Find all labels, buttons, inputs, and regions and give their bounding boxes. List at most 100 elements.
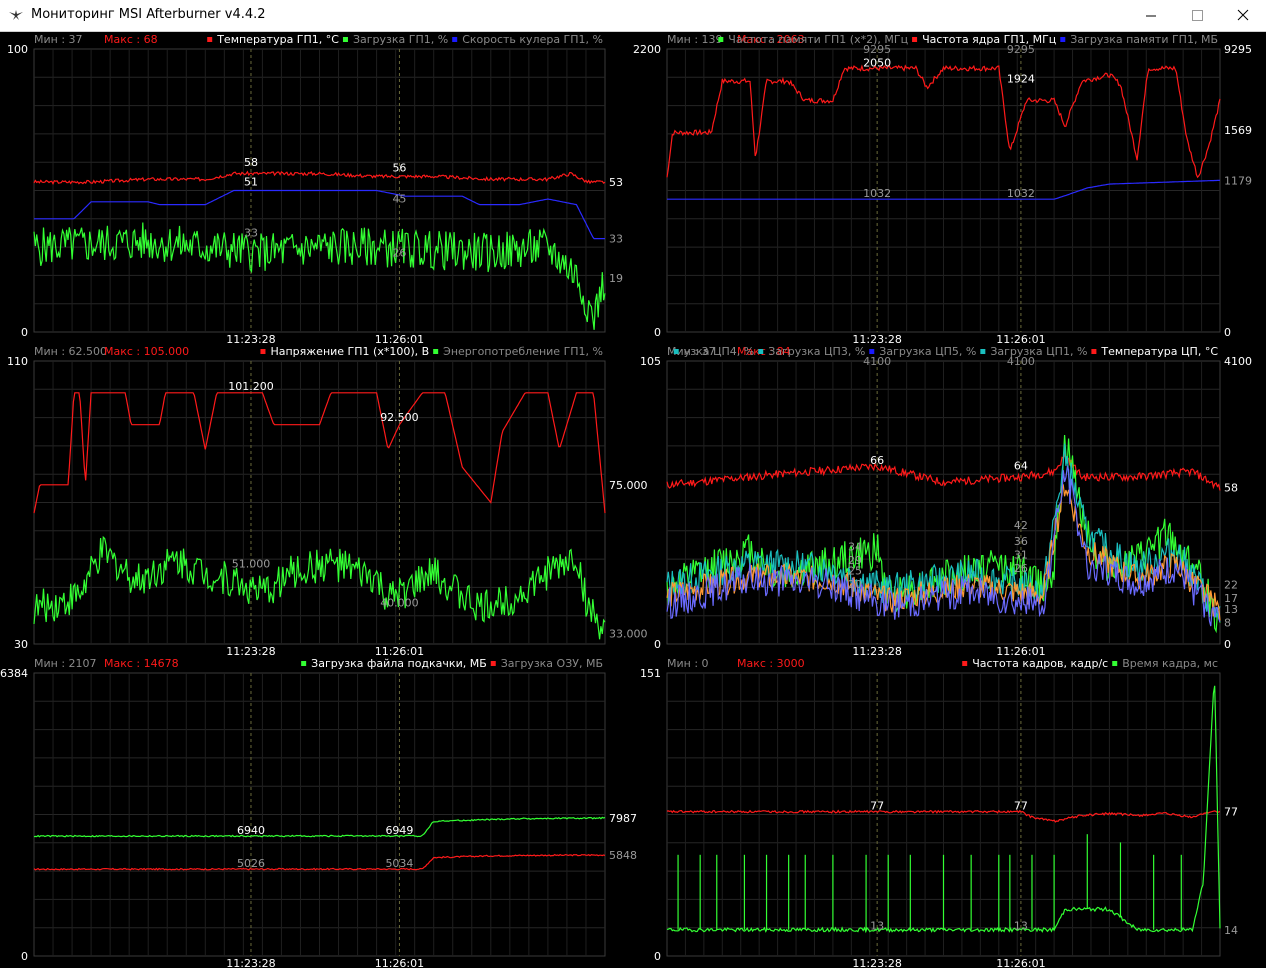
y-axis-top-label: 110 xyxy=(7,355,28,368)
legend-swatch-icon xyxy=(1091,349,1097,354)
x-tick-label: 11:23:28 xyxy=(852,957,901,968)
value-annotation: 1032 xyxy=(863,187,891,200)
current-value-label: 7987 xyxy=(609,812,637,825)
value-annotation: 34 xyxy=(848,540,862,553)
legend-item-label: Загрузка ОЗУ, МБ xyxy=(501,657,603,670)
value-annotation: 66 xyxy=(870,454,884,467)
legend: Температура ЦП, °C Загрузка ЦП1, % Загрузк… xyxy=(673,345,1218,358)
legend-swatch-icon xyxy=(980,349,986,354)
legend-swatch-icon xyxy=(452,37,458,42)
y-axis-top-label: 16384 xyxy=(0,667,28,680)
maximize-icon xyxy=(1192,10,1203,21)
series-line xyxy=(666,443,1221,618)
graph-panel-gpu-temp[interactable]: 11:23:28 11:26:01 Мин : 37 Макс : 68 Скорост… xyxy=(0,32,633,346)
legend-swatch-icon xyxy=(342,37,348,42)
current-value-label: 1569 xyxy=(1224,124,1252,137)
value-annotation: 51.000 xyxy=(232,558,271,571)
value-annotation: 45 xyxy=(392,193,406,206)
legend-item-label: Загрузка ЦП1, % xyxy=(990,345,1087,358)
max-label: Макс : 2063 xyxy=(737,33,805,46)
close-button[interactable] xyxy=(1220,0,1266,31)
minimize-icon xyxy=(1146,15,1156,17)
legend-item-label: Частота кадров, кадр/с xyxy=(972,657,1108,670)
series-line xyxy=(666,809,1221,823)
minimize-button[interactable] xyxy=(1128,0,1174,31)
legend-swatch-icon xyxy=(490,661,496,666)
current-value-label: 19 xyxy=(609,272,623,285)
legend-swatch-icon xyxy=(912,37,918,42)
value-annotation: 51 xyxy=(244,176,258,189)
series-line xyxy=(666,464,1221,627)
series-line xyxy=(33,535,606,640)
min-label: Мин : 37 xyxy=(667,345,716,358)
current-value-label: 5848 xyxy=(609,849,637,862)
current-value-label: 17 xyxy=(1224,592,1238,605)
value-annotation: 6940 xyxy=(237,824,265,837)
max-label: Макс : 84 xyxy=(737,345,791,358)
legend-item-label: Загрузка ЦП5, % xyxy=(879,345,976,358)
current-value-label: 13 xyxy=(1224,603,1238,616)
legend-item-label: Загрузка ЦП3, % xyxy=(768,345,865,358)
max-label: Макс : 68 xyxy=(104,33,158,46)
y-axis-bottom-label: 0 xyxy=(654,638,661,651)
right-axis-top-label: 9295 xyxy=(1224,43,1252,56)
value-annotation: 26 xyxy=(1014,562,1028,575)
current-value-label: 53 xyxy=(609,176,623,189)
series-line xyxy=(667,179,1221,200)
legend-item-label: Энергопотребление ГП1, % xyxy=(443,345,603,358)
legend-swatch-icon xyxy=(433,349,439,354)
right-axis-top-label: 4100 xyxy=(1224,355,1252,368)
min-label: Мин : 139 xyxy=(667,33,723,46)
maximize-button[interactable] xyxy=(1174,0,1220,31)
marker-top-value: 4100 xyxy=(1007,355,1035,368)
y-axis-bottom-label: 30 xyxy=(14,638,28,651)
value-annotation: 13 xyxy=(870,920,884,933)
value-annotation: 5026 xyxy=(237,857,265,870)
value-annotation: 31 xyxy=(1014,548,1028,561)
min-label: Мин : 62.500 xyxy=(34,345,107,358)
series-line xyxy=(666,434,1221,634)
legend-item-label: Температура ГП1, °C xyxy=(216,33,339,46)
value-annotation: 2050 xyxy=(863,56,891,69)
legend-item-label: Загрузка файла подкачки, МБ xyxy=(311,657,487,670)
x-tick-label: 11:23:28 xyxy=(226,957,275,968)
y-axis-top-label: 100 xyxy=(7,43,28,56)
value-annotation: 42 xyxy=(1014,519,1028,532)
graph-panel-pagefile[interactable]: 11:23:28 11:26:01 Мин : 2107 Макс : 14678 За… xyxy=(0,656,637,968)
value-annotation: 40.000 xyxy=(380,597,419,610)
current-value-label: 14 xyxy=(1224,924,1238,937)
legend-swatch-icon xyxy=(962,661,968,666)
value-annotation: 26 xyxy=(392,246,406,259)
legend-swatch-icon xyxy=(1112,661,1118,666)
legend: Время кадра, мс Частота кадров, кадр/с xyxy=(962,657,1218,670)
x-tick-label: 11:23:28 xyxy=(852,333,901,346)
legend-item-label: Температура ЦП, °C xyxy=(1100,345,1218,358)
current-value-label: 58 xyxy=(1224,482,1238,495)
x-tick-label: 11:26:01 xyxy=(375,645,424,658)
legend-item-label: Частота ядра ГП1, МГц xyxy=(922,33,1056,46)
legend: Энергопотребление ГП1, % Напряжение ГП1 (… xyxy=(260,345,603,358)
value-annotation: 58 xyxy=(244,156,258,169)
msi-afterburner-logo-icon xyxy=(9,10,23,20)
legend-item-label: Скорость кулера ГП1, % xyxy=(462,33,603,46)
title-bar[interactable]: Мониторинг MSI Afterburner v4.4.2 xyxy=(0,0,1266,32)
graph-panel-framerate[interactable]: 11:23:28 11:26:01 Мин : 0 Макс : 3000 Время … xyxy=(633,656,1266,968)
marker-top-value: 9295 xyxy=(863,43,891,56)
value-annotation: 6949 xyxy=(385,824,413,837)
series-line xyxy=(666,64,1221,179)
legend-item-label: Напряжение ГП1 (x*100), В xyxy=(270,345,429,358)
value-annotation: 5034 xyxy=(385,857,413,870)
legend-item-label: узка ЦП4, % xyxy=(684,345,755,358)
legend-item-label: Частота памяти ГП1 (x*2), МГц xyxy=(728,33,908,46)
close-icon xyxy=(1237,9,1249,21)
value-annotation: 1032 xyxy=(1007,187,1035,200)
max-label: Макс : 3000 xyxy=(737,657,805,670)
x-tick-label: 11:26:01 xyxy=(996,645,1045,658)
legend-item-label: Загрузка памяти ГП1, МБ xyxy=(1070,33,1218,46)
y-axis-top-label: 151 xyxy=(640,667,661,680)
current-value-label: 33 xyxy=(609,233,623,246)
series-line xyxy=(666,685,1221,934)
